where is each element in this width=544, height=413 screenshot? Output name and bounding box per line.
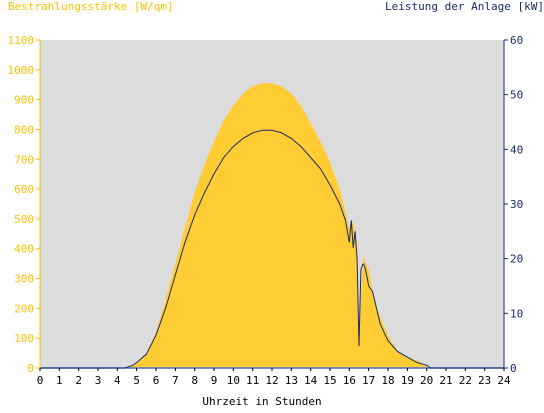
right-tick-labels: 0 10 20 30 40 50 60 — [504, 34, 523, 375]
right-tick-label: 50 — [510, 89, 523, 102]
power-line — [40, 129, 504, 369]
x-tick-label: 4 — [114, 374, 121, 387]
left-tick-label: 1000 — [8, 64, 35, 77]
x-tick-label: 13 — [285, 374, 298, 387]
x-tick-label: 21 — [439, 374, 452, 387]
left-tick-label: 700 — [14, 153, 34, 166]
right-tick-label: 30 — [510, 198, 523, 211]
x-tick-label: 20 — [420, 374, 433, 387]
left-tick-label: 500 — [14, 213, 34, 226]
x-tick-label: 18 — [381, 374, 394, 387]
x-tick-label: 9 — [211, 374, 218, 387]
right-tick-label: 40 — [510, 143, 523, 156]
left-tick-label: 100 — [14, 332, 34, 345]
x-tick-label: 24 — [497, 374, 511, 387]
left-tick-label: 200 — [14, 302, 34, 315]
x-tick-label: 12 — [265, 374, 278, 387]
x-tick-label: 10 — [227, 374, 240, 387]
right-axis-title: Leistung der Anlage [kW] — [385, 0, 544, 13]
x-tick-label: 8 — [191, 374, 198, 387]
x-tick-label: 16 — [343, 374, 356, 387]
x-tick-label: 19 — [401, 374, 414, 387]
left-tick-label: 300 — [14, 273, 34, 286]
x-tick-label: 17 — [362, 374, 375, 387]
left-tick-label: 0 — [27, 362, 34, 375]
x-tick-labels: 0 1 2 3 4 5 6 7 8 9 10 11 12 13 14 15 16 17 18 19 20 21 22 23 24 — [37, 368, 511, 387]
left-tick-label: 900 — [14, 94, 34, 107]
x-tick-label: 6 — [153, 374, 160, 387]
x-tick-label: 14 — [304, 374, 318, 387]
x-tick-label: 5 — [133, 374, 140, 387]
right-tick-label: 10 — [510, 307, 523, 320]
left-tick-label: 800 — [14, 123, 34, 136]
left-tick-label: 400 — [14, 243, 34, 256]
right-tick-label: 0 — [510, 362, 517, 375]
x-tick-label: 1 — [56, 374, 63, 387]
right-tick-label: 20 — [510, 253, 523, 266]
x-tick-label: 0 — [37, 374, 44, 387]
x-tick-label: 7 — [172, 374, 179, 387]
x-axis-label: Uhrzeit in Stunden — [202, 395, 321, 408]
left-tick-labels: 0 100 200 300 400 500 600 700 800 900 1000 1100 — [8, 34, 40, 375]
x-tick-label: 3 — [95, 374, 102, 387]
x-tick-label: 23 — [478, 374, 491, 387]
x-tick-label: 11 — [246, 374, 259, 387]
irradiance-area — [40, 83, 504, 368]
x-tick-label: 22 — [459, 374, 472, 387]
left-tick-label: 1100 — [8, 34, 35, 47]
x-tick-label: 2 — [75, 374, 82, 387]
left-tick-label: 600 — [14, 183, 34, 196]
x-tick-label: 15 — [323, 374, 336, 387]
right-tick-label: 60 — [510, 34, 523, 47]
left-axis-title: Bestrahlungsstärke [W/qm] — [8, 0, 174, 13]
